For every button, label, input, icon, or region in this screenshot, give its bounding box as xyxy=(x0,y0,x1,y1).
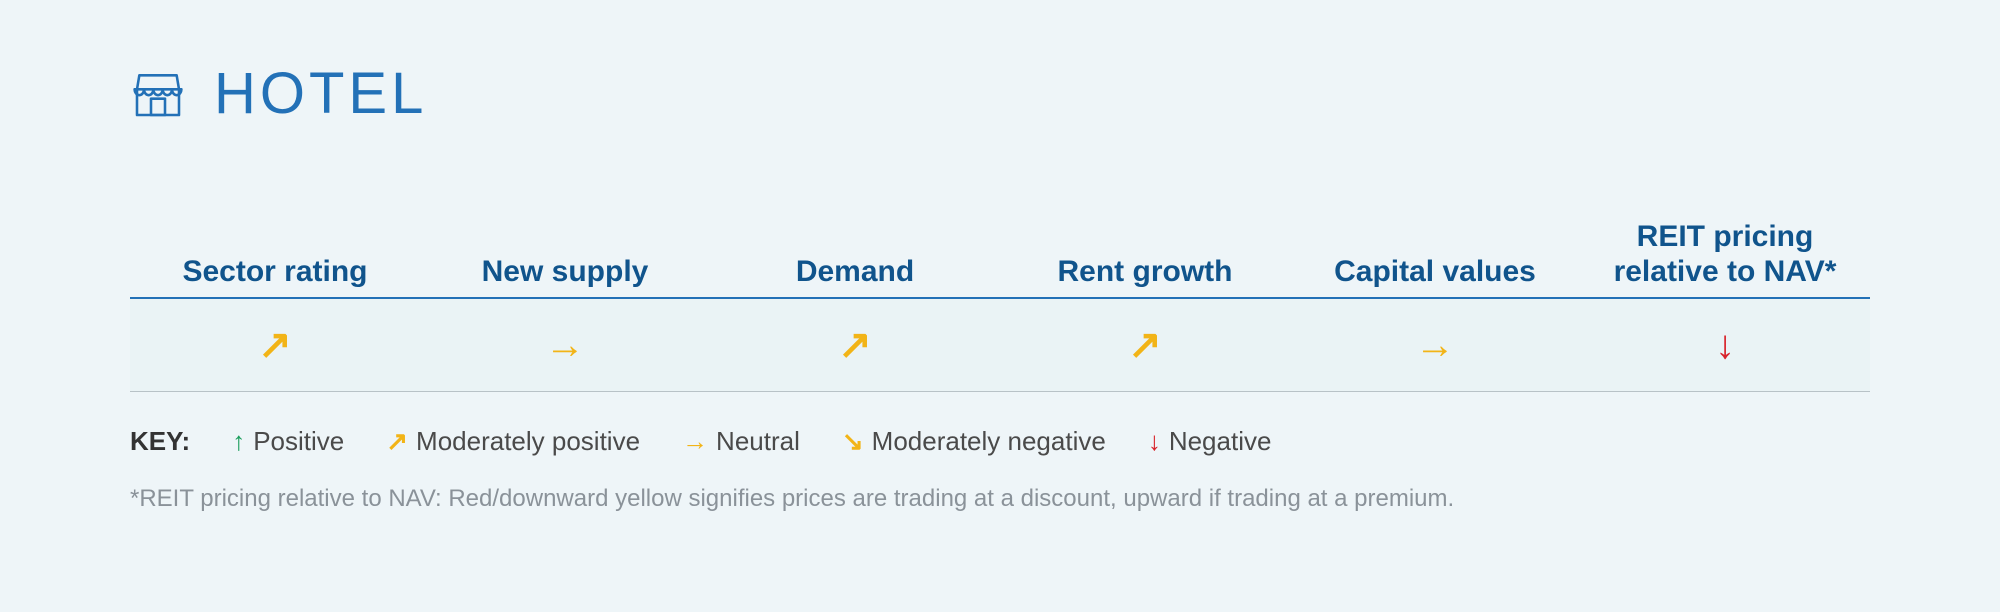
legend-item-mod-positive: ↗ Moderately positive xyxy=(386,426,640,457)
cell-demand: ↗ xyxy=(710,299,1000,391)
arrow-up-right-icon: ↗ xyxy=(386,426,408,457)
arrow-icon: ↓ xyxy=(1715,325,1735,365)
arrow-up-icon: ↑ xyxy=(232,426,245,457)
col-capital-values: Capital values xyxy=(1290,217,1580,289)
legend: KEY: ↑ Positive ↗ Moderately positive → … xyxy=(130,426,1870,457)
arrow-icon: → xyxy=(545,325,585,365)
col-demand: Demand xyxy=(710,217,1000,289)
table-row: ↗ → ↗ ↗ → ↓ xyxy=(130,299,1870,392)
legend-text: Moderately negative xyxy=(872,426,1106,457)
arrow-icon: ↗ xyxy=(838,325,872,365)
footnote: *REIT pricing relative to NAV: Red/downw… xyxy=(130,485,1870,513)
cell-reit-pricing: ↓ xyxy=(1580,299,1870,391)
arrow-icon: ↗ xyxy=(258,325,292,365)
legend-text: Positive xyxy=(253,426,344,457)
ratings-table: Sector rating New supply Demand Rent gro… xyxy=(130,217,1870,392)
table-header-row: Sector rating New supply Demand Rent gro… xyxy=(130,217,1870,299)
page: HOTEL Sector rating New supply Demand Re… xyxy=(0,0,2000,513)
legend-item-mod-negative: ↘ Moderately negative xyxy=(842,426,1106,457)
arrow-down-icon: ↓ xyxy=(1148,426,1161,457)
arrow-right-icon: → xyxy=(682,426,708,457)
cell-capital-values: → xyxy=(1290,299,1580,391)
col-new-supply: New supply xyxy=(420,217,710,289)
store-icon xyxy=(130,66,186,122)
arrow-icon: ↗ xyxy=(1128,325,1162,365)
col-reit-pricing: REIT pricing relative to NAV* xyxy=(1580,217,1870,289)
legend-text: Negative xyxy=(1169,426,1272,457)
col-rent-growth: Rent growth xyxy=(1000,217,1290,289)
arrow-down-right-icon: ↘ xyxy=(842,426,864,457)
legend-item-positive: ↑ Positive xyxy=(232,426,344,457)
col-sector-rating: Sector rating xyxy=(130,217,420,289)
page-title: HOTEL xyxy=(214,60,427,127)
arrow-icon: → xyxy=(1415,325,1455,365)
legend-text: Neutral xyxy=(716,426,800,457)
cell-rent-growth: ↗ xyxy=(1000,299,1290,391)
cell-sector-rating: ↗ xyxy=(130,299,420,391)
legend-label: KEY: xyxy=(130,426,190,457)
header: HOTEL xyxy=(130,60,1870,127)
cell-new-supply: → xyxy=(420,299,710,391)
legend-text: Moderately positive xyxy=(416,426,640,457)
legend-item-neutral: → Neutral xyxy=(682,426,800,457)
legend-item-negative: ↓ Negative xyxy=(1148,426,1272,457)
